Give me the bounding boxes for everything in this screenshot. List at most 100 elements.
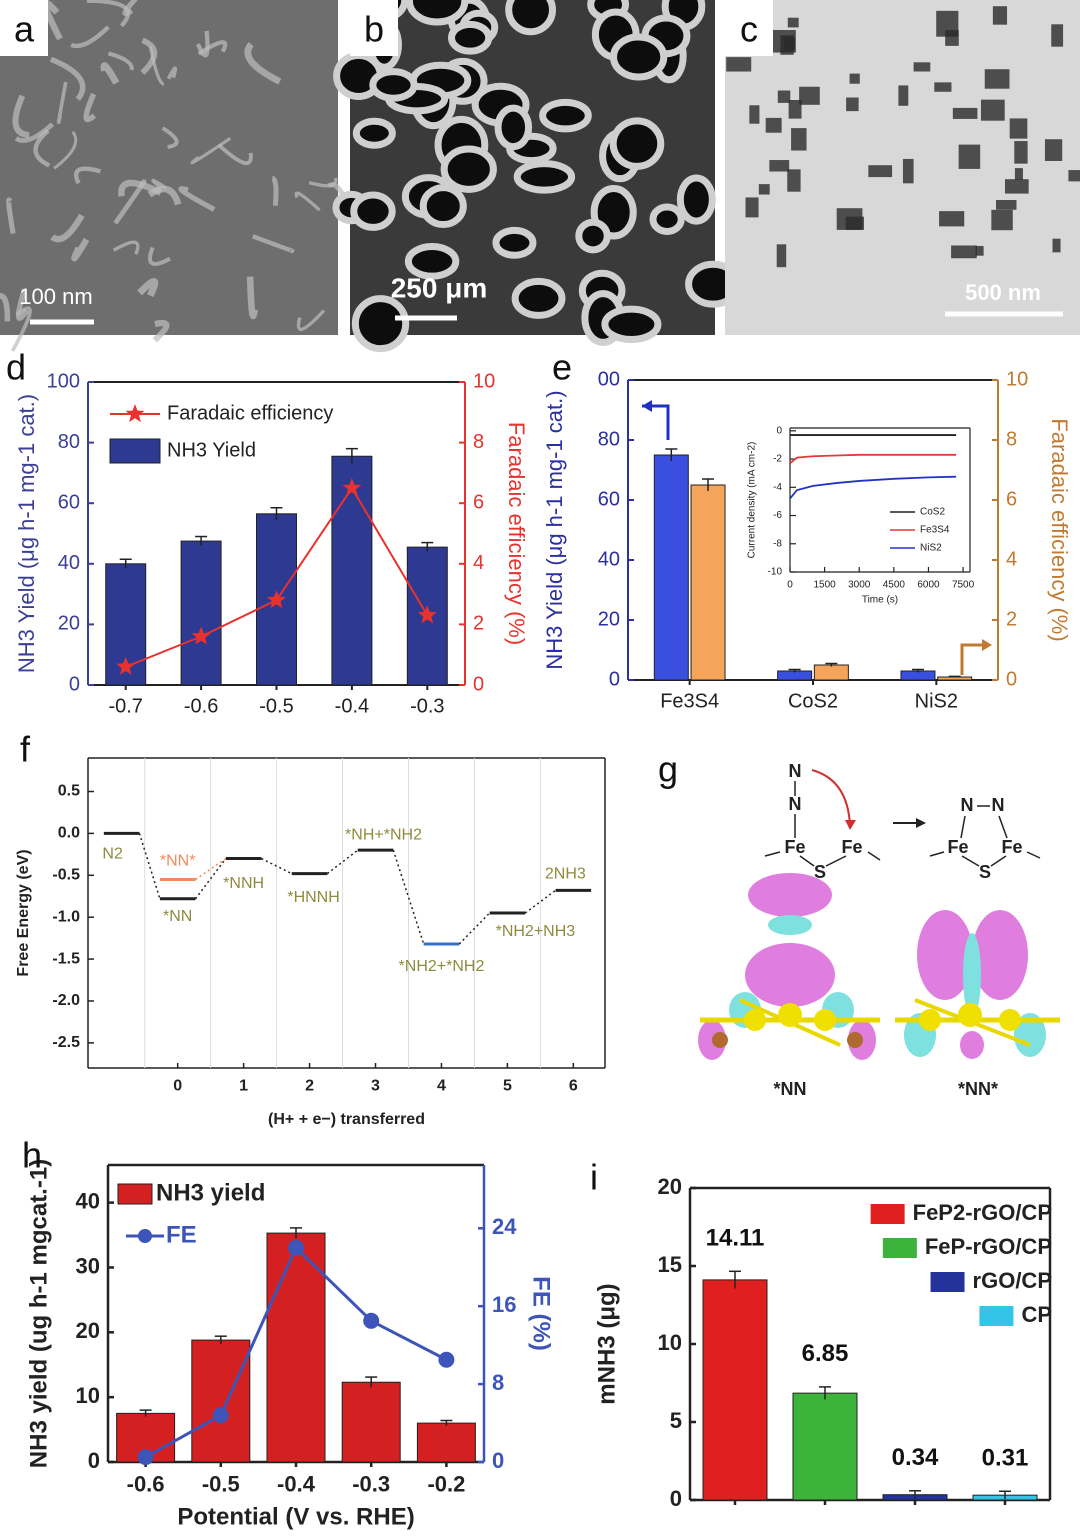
texture <box>6 197 16 235</box>
axis-arrow <box>642 404 670 440</box>
scale-bar-label: 100 nm <box>19 284 92 309</box>
texture <box>609 117 665 170</box>
y-axis-label: NH3 Yield (μg h-1 mg-1 cat.) <box>542 390 567 669</box>
texture <box>1044 139 1063 161</box>
bar <box>266 1232 326 1463</box>
texture <box>945 30 959 46</box>
texture <box>73 166 102 185</box>
y2-tick-label: 10 <box>473 370 495 392</box>
y2-tick-label: 6 <box>473 491 484 513</box>
x-tick-label: -0.4 <box>277 1472 316 1497</box>
legend-swatch <box>882 1238 917 1258</box>
x-tick-label: -0.3 <box>410 695 444 717</box>
marker <box>137 1449 154 1466</box>
x-tick-label: 3000 <box>848 580 871 591</box>
atom-label: Fe <box>947 837 968 857</box>
y2-tick-label: 0 <box>473 673 484 695</box>
y-tick-label: 15 <box>658 1252 682 1277</box>
structure-caption: *NN <box>773 1079 806 1099</box>
y2-tick-label: 8 <box>492 1370 504 1395</box>
y2-tick-label: 4 <box>473 552 484 574</box>
y-tick-label: 60 <box>598 488 620 510</box>
texture <box>996 199 1017 210</box>
texture <box>991 209 1013 231</box>
y-tick-label: -4 <box>773 482 782 493</box>
texture <box>271 175 279 207</box>
legend-swatch <box>930 1272 965 1292</box>
y2-tick-label: 8 <box>1006 428 1017 450</box>
bar <box>331 455 373 686</box>
y-tick-label: 0 <box>69 673 80 695</box>
line-series <box>789 453 957 464</box>
texture <box>178 186 216 212</box>
y-axis-label: NH3 Yield (μg h-1 mg-1 cat.) <box>14 394 39 673</box>
texture <box>56 81 68 124</box>
axis-arrow <box>960 643 988 675</box>
panel-label: b <box>364 9 384 50</box>
texture <box>296 309 326 331</box>
marker <box>191 626 211 645</box>
level-label: *NH2+*NH2 <box>399 958 485 975</box>
texture <box>649 203 685 235</box>
texture <box>958 144 981 169</box>
texture <box>137 278 159 298</box>
y-tick-label: -2 <box>773 454 782 465</box>
panel-label: h <box>22 1135 42 1176</box>
texture <box>787 169 801 192</box>
bar <box>191 1339 251 1463</box>
structure-caption: *NN* <box>958 1079 998 1099</box>
y2-axis-label: FE (%) <box>528 1276 555 1351</box>
y2-tick-label: 0 <box>492 1448 504 1473</box>
level-label: 2NH3 <box>545 866 586 883</box>
y2-tick-label: 2 <box>473 613 484 635</box>
bar <box>341 1381 401 1463</box>
connector <box>195 857 227 881</box>
y2-tick-label: 10 <box>1006 368 1028 390</box>
level-label: *NH+*NH2 <box>345 826 422 843</box>
texture <box>246 276 259 320</box>
texture <box>609 33 668 81</box>
texture <box>1014 141 1028 164</box>
bar <box>813 664 849 681</box>
texture <box>15 288 30 321</box>
scale-bar-label: 250 μm <box>391 272 488 303</box>
texture <box>726 57 752 72</box>
panel-label: c <box>740 9 758 50</box>
y-tick-label: 40 <box>598 548 620 570</box>
arrow-head <box>916 818 926 828</box>
y2-tick-label: 24 <box>492 1214 517 1239</box>
legend-label: FeP-rGO/CP <box>925 1234 1052 1259</box>
x-tick-label: -0.7 <box>108 695 142 717</box>
y-tick-label: 10 <box>658 1330 682 1355</box>
texture <box>868 165 893 178</box>
texture <box>849 73 860 84</box>
texture <box>749 105 760 124</box>
y-tick-label: 20 <box>58 613 80 635</box>
atom-label: S <box>979 862 991 882</box>
texture <box>195 30 210 58</box>
x-tick-label: 4 <box>437 1078 446 1095</box>
texture <box>898 85 909 106</box>
texture <box>511 277 566 319</box>
y2-axis-label: Faradaic efficiency (%) <box>504 422 529 645</box>
texture <box>419 184 467 229</box>
y-axis-label: Current density (mA cm-2) <box>747 442 758 559</box>
x-tick-label: 4500 <box>883 580 906 591</box>
data-label: 14.11 <box>706 1225 765 1252</box>
y-tick-label: -2.5 <box>52 1034 80 1051</box>
bar <box>653 454 689 681</box>
y2-tick-label: 16 <box>492 1292 516 1317</box>
y-tick-label: 80 <box>598 428 620 450</box>
texture <box>1009 118 1028 139</box>
y2-axis-label: Faradaic efficiency (%) <box>1047 418 1072 641</box>
texture <box>100 62 120 85</box>
y-tick-label: 30 <box>76 1253 100 1278</box>
marker <box>363 1312 380 1329</box>
texture <box>152 320 170 343</box>
y-tick-label: 0 <box>776 425 782 436</box>
texture <box>769 160 790 172</box>
texture <box>107 51 134 71</box>
y-tick-label: 10 <box>76 1383 100 1408</box>
